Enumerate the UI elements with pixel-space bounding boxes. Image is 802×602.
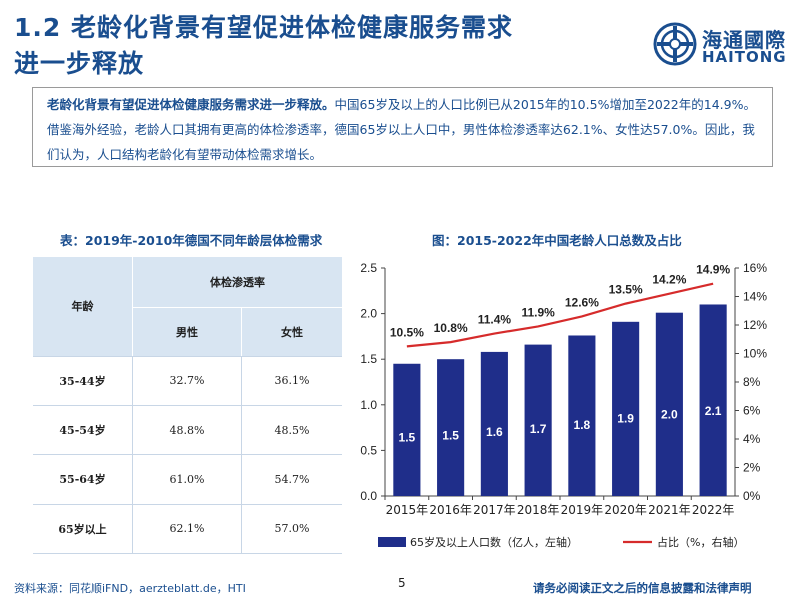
x-tick-label: 2015年	[386, 503, 429, 517]
penetration-header: 体检渗透率	[132, 257, 342, 308]
x-tick-label: 2021年	[648, 503, 691, 517]
legend-line-label: 占比（%，右轴）	[657, 535, 744, 549]
age-cell: 65岁以上	[33, 504, 133, 555]
page-title-line-2: 进一步释放	[14, 49, 145, 78]
ratio-data-label: 13.5%	[609, 283, 643, 297]
left-tick-label: 1.0	[360, 398, 377, 412]
bar-value-label: 1.7	[530, 422, 547, 436]
age-cell: 45-54岁	[33, 405, 133, 456]
right-tick-label: 10%	[743, 347, 767, 361]
table-row: 35-44岁 32.7% 36.1%	[33, 356, 342, 406]
x-tick-label: 2017年	[473, 503, 516, 517]
female-cell: 54.7%	[241, 454, 342, 505]
ratio-data-label: 10.8%	[434, 321, 468, 335]
female-cell: 48.5%	[241, 405, 342, 456]
legend-bar-label: 65岁及以上人口数（亿人，左轴）	[410, 535, 578, 549]
male-header: 男性	[132, 307, 242, 357]
disclaimer-note: 请务必阅读正文之后的信息披露和法律声明	[533, 581, 752, 595]
legend-bar-swatch	[378, 537, 406, 547]
x-tick-label: 2020年	[604, 503, 647, 517]
bar-value-label: 1.9	[617, 412, 634, 426]
left-tick-label: 0.0	[360, 489, 377, 503]
table-row: 55-64岁 61.0% 54.7%	[33, 454, 342, 505]
age-cell: 55-64岁	[33, 454, 133, 505]
bar-value-label: 2.0	[661, 408, 678, 422]
bar	[612, 321, 640, 496]
bar	[568, 335, 596, 496]
age-header: 年龄	[33, 257, 133, 357]
male-cell: 32.7%	[132, 356, 242, 406]
logo-chinese-name: 海通國際	[702, 28, 786, 52]
logo-english-name: HAITONG	[702, 48, 787, 66]
right-tick-label: 6%	[743, 404, 761, 418]
summary-text: 中国65岁及以上的人口比例已从2015年的10.5%增加至2022年的14.9%…	[47, 97, 756, 162]
left-tick-label: 0.5	[360, 443, 377, 457]
ratio-data-label: 14.9%	[696, 263, 730, 277]
haitong-logo: 海通國際 HAITONG	[653, 22, 793, 72]
age-cell: 35-44岁	[33, 356, 133, 406]
male-cell: 61.0%	[132, 454, 242, 505]
table-row: 65岁以上 62.1% 57.0%	[33, 504, 342, 555]
right-tick-label: 8%	[743, 375, 761, 389]
haitong-emblem-icon	[653, 22, 697, 66]
bar-value-label: 1.8	[574, 418, 591, 432]
source-note: 资料来源：同花顺iFND，aerzteblatt.de，HTI	[14, 582, 246, 595]
bar	[437, 359, 465, 496]
left-tick-label: 2.5	[360, 261, 377, 275]
male-cell: 48.8%	[132, 405, 242, 456]
bar-value-label: 1.5	[399, 430, 416, 444]
ratio-line	[406, 282, 714, 348]
x-tick-label: 2019年	[561, 503, 604, 517]
summary-lead: 老龄化背景有望促进体检健康服务需求进一步释放。	[47, 97, 335, 112]
ratio-data-label: 11.4%	[478, 313, 512, 327]
germany-checkup-table: 年龄 体检渗透率 男性 女性 35-44岁 32.7% 36.1% 45-54岁…	[33, 257, 342, 555]
bar	[480, 351, 508, 496]
bar	[699, 304, 727, 496]
summary-box: 老龄化背景有望促进体检健康服务需求进一步释放。中国65岁及以上的人口比例已从20…	[32, 87, 773, 167]
right-tick-label: 12%	[743, 318, 767, 332]
bar	[655, 312, 683, 496]
elderly-population-chart: 0.0 0.5 1.0 1.5 2.0 2.5 0% 2% 4% 6% 8% 10% 12% 14% 16%…	[360, 261, 767, 549]
ratio-data-label: 11.9%	[521, 305, 555, 319]
right-tick-label: 0%	[743, 489, 761, 503]
ratio-data-label: 10.5%	[390, 325, 424, 339]
right-tick-label: 14%	[743, 290, 767, 304]
female-cell: 36.1%	[241, 356, 342, 406]
bar	[524, 344, 552, 496]
right-tick-label: 2%	[743, 461, 761, 475]
right-tick-label: 4%	[743, 432, 761, 446]
page-title-line-1: 1.2 老龄化背景有望促进体检健康服务需求	[14, 13, 513, 42]
table-title: 表：2019年-2010年德国不同年龄层体检需求	[60, 233, 323, 248]
male-cell: 62.1%	[132, 504, 242, 555]
female-cell: 57.0%	[241, 504, 342, 555]
bar	[393, 363, 421, 496]
page-number: 5	[398, 576, 406, 590]
ratio-data-label: 12.6%	[565, 295, 599, 309]
right-tick-label: 16%	[743, 261, 767, 275]
bar-value-label: 1.6	[486, 425, 503, 439]
page-title: 1.2 老龄化背景有望促进体检健康服务需求 进一步释放	[14, 10, 574, 82]
left-tick-label: 2.0	[360, 307, 377, 321]
left-tick-label: 1.5	[360, 352, 377, 366]
x-tick-label: 2018年	[517, 503, 560, 517]
bar-value-label: 1.5	[442, 428, 459, 442]
table-row: 45-54岁 48.8% 48.5%	[33, 405, 342, 456]
x-tick-label: 2016年	[429, 503, 472, 517]
x-tick-label: 2022年	[692, 503, 735, 517]
female-header: 女性	[241, 307, 342, 357]
ratio-data-label: 14.2%	[652, 273, 686, 287]
bar-value-label: 2.1	[705, 404, 722, 418]
chart-title: 图：2015-2022年中国老龄人口总数及占比	[432, 233, 682, 248]
